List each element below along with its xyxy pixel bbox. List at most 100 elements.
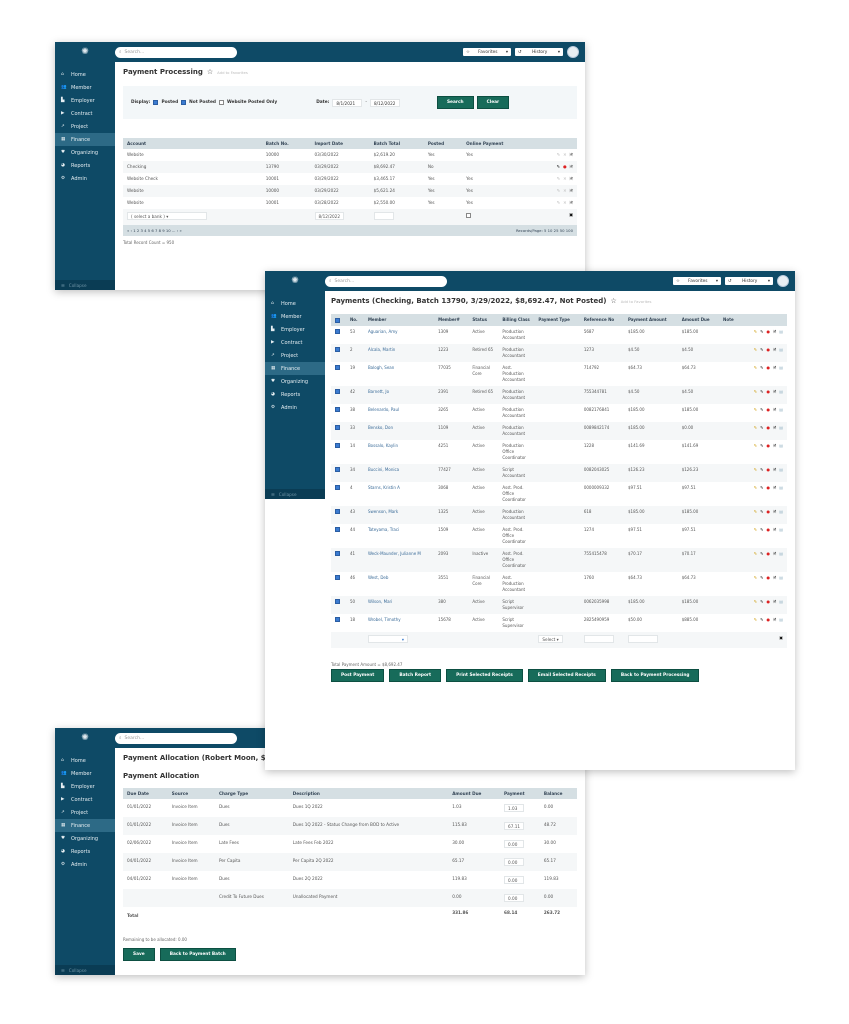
- member-select[interactable]: ▾: [367, 634, 408, 643]
- payment-input[interactable]: 0.00: [504, 876, 525, 884]
- edit-icon[interactable]: ✎: [760, 598, 764, 604]
- table-row[interactable]: 34 Buccini, Monica 77427 Active Script Accou…: [331, 463, 787, 482]
- email-icon[interactable]: ▤: [779, 508, 783, 514]
- payment-type-select[interactable]: Select ▾: [538, 634, 563, 643]
- report-icon[interactable]: 🗎: [569, 152, 573, 157]
- table-row[interactable]: 14 Bossalo, Kaylin 4251 Active Production Of…: [331, 440, 787, 464]
- table-row[interactable]: Website 10000 03/29/2022 $5,621.24 Yes Yes ✎ ✕ 🗎: [123, 185, 577, 197]
- edit-icon[interactable]: ✎: [760, 388, 764, 394]
- note-icon[interactable]: ✎: [753, 466, 758, 472]
- sidebar-item-home[interactable]: ⌂ Home: [55, 68, 115, 81]
- favorites-dropdown[interactable]: ☆ Favorites ▾: [463, 48, 511, 56]
- date-to-input[interactable]: 8/12/2022: [369, 98, 400, 107]
- table-row[interactable]: Website 10001 03/28/2022 $2,550.00 Yes Yes ✎ ✕ 🗎: [123, 197, 577, 209]
- payment-input[interactable]: 67.11: [504, 822, 525, 830]
- edit-icon[interactable]: ✎: [760, 442, 764, 448]
- member-link[interactable]: Wilson, Mari: [363, 595, 435, 614]
- posted-checkbox[interactable]: [153, 100, 159, 105]
- receipt-icon[interactable]: 🗎: [773, 598, 777, 604]
- sidebar-item-organizing[interactable]: ♥ Organizing: [55, 146, 115, 159]
- table-row[interactable]: Website 10000 03/30/2022 $2,619.20 Yes Yes ✎ ✕ 🗎: [123, 149, 577, 161]
- edit-icon[interactable]: ✎: [556, 200, 561, 205]
- avatar[interactable]: [567, 46, 579, 58]
- delete-icon[interactable]: ●: [766, 598, 771, 604]
- receipt-icon[interactable]: 🗎: [773, 364, 777, 370]
- receipt-icon[interactable]: 🗎: [773, 328, 777, 334]
- edit-icon[interactable]: ✎: [760, 484, 764, 490]
- report-icon[interactable]: 🗎: [569, 164, 573, 169]
- note-icon[interactable]: ✎: [753, 346, 758, 352]
- delete-icon[interactable]: ●: [766, 364, 771, 370]
- member-link[interactable]: Starns, Kristin A: [367, 484, 400, 490]
- table-row[interactable]: 44 Tateyama, Traci 1509 Active Asst. Prod. O…: [331, 524, 787, 548]
- history-dropdown[interactable]: ↺ History ▾: [725, 277, 773, 285]
- email-selected-receipts-button[interactable]: Email Selected Receipts: [527, 668, 606, 682]
- receipt-icon[interactable]: 🗎: [773, 550, 777, 556]
- member-link[interactable]: Wrobel, Timothy: [367, 616, 401, 622]
- delete-icon[interactable]: ●: [766, 526, 771, 532]
- row-checkbox[interactable]: [335, 617, 340, 622]
- row-checkbox[interactable]: [335, 443, 340, 448]
- receipt-icon[interactable]: 🗎: [773, 442, 777, 448]
- favorites-dropdown[interactable]: ☆ Favorites ▾: [673, 277, 721, 285]
- delete-icon[interactable]: ✕: [563, 152, 567, 157]
- delete-icon[interactable]: ●: [766, 550, 771, 556]
- sidebar-item-contract[interactable]: ▶ Contract: [265, 336, 325, 349]
- select-all-checkbox[interactable]: [335, 317, 340, 323]
- collapse-button[interactable]: ☰ Collapse: [265, 489, 325, 499]
- row-checkbox[interactable]: [335, 485, 340, 490]
- edit-icon[interactable]: ✎: [760, 466, 764, 472]
- sidebar-item-reports[interactable]: ◕ Reports: [55, 845, 115, 858]
- table-row[interactable]: 2 Alcala, Martin 1223 Retired 65 Production …: [331, 343, 787, 362]
- member-link[interactable]: Alcala, Martin: [363, 343, 435, 362]
- sidebar-item-project[interactable]: ↗ Project: [55, 806, 115, 819]
- edit-icon[interactable]: ✎: [760, 526, 764, 532]
- payment-amount-input[interactable]: [627, 634, 658, 643]
- row-checkbox[interactable]: [335, 467, 340, 472]
- table-row[interactable]: 18 Wrobel, Timothy 15678 Active Script Super…: [331, 614, 787, 632]
- table-row[interactable]: 53 Aguarian, Amy 1309 Active Production Acco…: [331, 326, 787, 344]
- row-checkbox[interactable]: [335, 365, 340, 370]
- row-checkbox[interactable]: [335, 599, 340, 604]
- note-icon[interactable]: ✎: [753, 616, 758, 622]
- edit-icon[interactable]: ✎: [760, 346, 764, 352]
- table-row[interactable]: Checking 13790 03/29/2022 $8,692.47 No ✎ ● 🗎: [123, 161, 577, 173]
- back-to-payment-processing-button[interactable]: Back to Payment Processing: [610, 668, 700, 682]
- delete-icon[interactable]: ●: [766, 508, 771, 514]
- note-icon[interactable]: ✎: [753, 442, 758, 448]
- add-to-favorites-link[interactable]: Add to Favorites: [217, 69, 248, 75]
- table-row[interactable]: 38 Belenardo, Paul 3265 Active Production Ac…: [331, 404, 787, 422]
- member-link[interactable]: Bensko, Don: [363, 421, 435, 440]
- sidebar-item-member[interactable]: 👥 Member: [55, 81, 115, 94]
- back-to-payment-batch-button[interactable]: Back to Payment Batch: [159, 948, 236, 961]
- sidebar-item-employer[interactable]: ▙ Employer: [55, 780, 115, 793]
- edit-icon[interactable]: ✎: [760, 364, 764, 370]
- edit-icon[interactable]: ✎: [760, 508, 764, 514]
- edit-icon[interactable]: ✎: [556, 188, 561, 193]
- row-checkbox[interactable]: [335, 575, 340, 580]
- delete-icon[interactable]: ●: [766, 406, 771, 412]
- batch-report-button[interactable]: Batch Report: [389, 668, 442, 682]
- sidebar-item-contract[interactable]: ▶ Contract: [55, 107, 115, 120]
- email-icon[interactable]: ▤: [779, 364, 783, 370]
- note-icon[interactable]: ✎: [753, 526, 758, 532]
- report-icon[interactable]: 🗎: [569, 176, 573, 181]
- email-icon[interactable]: ▤: [779, 328, 783, 334]
- sidebar-item-organizing[interactable]: ♥ Organizing: [55, 832, 115, 845]
- delete-icon[interactable]: ●: [766, 424, 771, 430]
- edit-icon[interactable]: ✎: [760, 616, 764, 622]
- records-per-page[interactable]: Records/Page: 5 10 25 50 100: [515, 228, 573, 233]
- sidebar-item-home[interactable]: ⌂ Home: [265, 297, 325, 310]
- row-checkbox[interactable]: [335, 509, 340, 514]
- note-icon[interactable]: ✎: [753, 406, 758, 412]
- delete-icon[interactable]: ✕: [563, 176, 567, 181]
- receipt-icon[interactable]: 🗎: [773, 346, 777, 352]
- payment-input[interactable]: 0.00: [504, 858, 525, 866]
- sidebar-item-finance[interactable]: ▦ Finance: [55, 819, 115, 832]
- sidebar-item-admin[interactable]: ⚙ Admin: [55, 172, 115, 185]
- table-row[interactable]: 41 Weck-Maunder, Julianne M 2093 Inactive As…: [331, 547, 787, 572]
- receipt-icon[interactable]: 🗎: [773, 526, 777, 532]
- save-button[interactable]: Save: [123, 948, 155, 961]
- row-checkbox[interactable]: [335, 347, 340, 352]
- logo-icon[interactable]: ✺: [81, 47, 89, 57]
